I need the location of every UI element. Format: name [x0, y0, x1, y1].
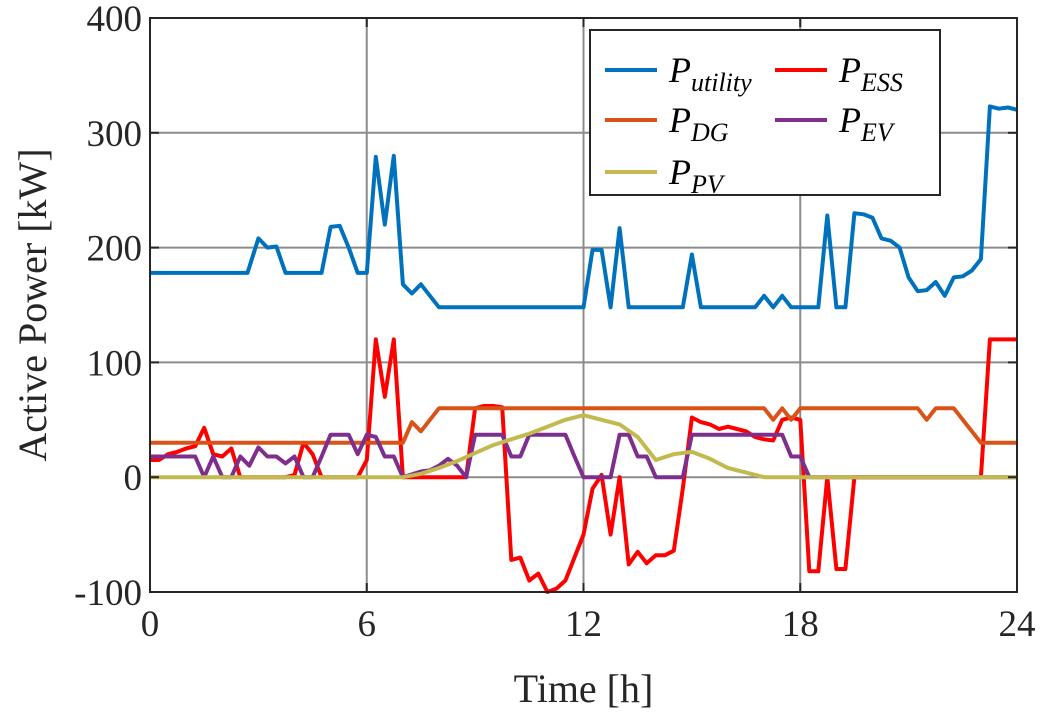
legend-label-main: P [838, 50, 861, 90]
legend-label-main: P [668, 100, 691, 140]
y-tick-label: 100 [87, 343, 143, 384]
x-tick-label: 18 [782, 604, 819, 645]
legend-label-p-pv: PPV [668, 152, 726, 199]
y-tick-label: 300 [87, 114, 143, 155]
y-tick-label: 400 [87, 0, 143, 40]
legend-label-sub: DG [690, 118, 729, 147]
legend-label-main: P [838, 100, 861, 140]
legend-label-p-ess: PESS [838, 50, 903, 97]
series-line-p-pv [150, 413, 1017, 480]
legend-label-sub: EV [860, 118, 896, 147]
legend-label-sub: ESS [860, 68, 903, 97]
series-line-p-dg [150, 406, 1017, 445]
legend-label-sub: utility [691, 68, 752, 97]
series-line-p-utility [150, 104, 1018, 310]
y-tick-label: 200 [87, 229, 143, 270]
legend-label-p-dg: PDG [668, 100, 729, 147]
x-tick-label: 6 [358, 604, 377, 645]
x-tick-label: 0 [141, 604, 160, 645]
x-tick-label: 12 [565, 604, 602, 645]
legend-box [589, 29, 941, 196]
legend-label-p-utility: Putility [668, 50, 752, 97]
x-tick-label: 24 [999, 604, 1036, 645]
legend-label-main: P [668, 152, 691, 192]
x-axis-label: Time [h] [514, 666, 654, 711]
legend-label-p-ev: PEV [838, 100, 896, 147]
y-axis-label: Active Power [kW] [10, 148, 55, 461]
y-tick-label: 0 [124, 458, 143, 499]
y-tick-label: -100 [74, 573, 142, 614]
legend-label-sub: PV [690, 170, 726, 199]
legend-label-main: P [668, 50, 691, 90]
